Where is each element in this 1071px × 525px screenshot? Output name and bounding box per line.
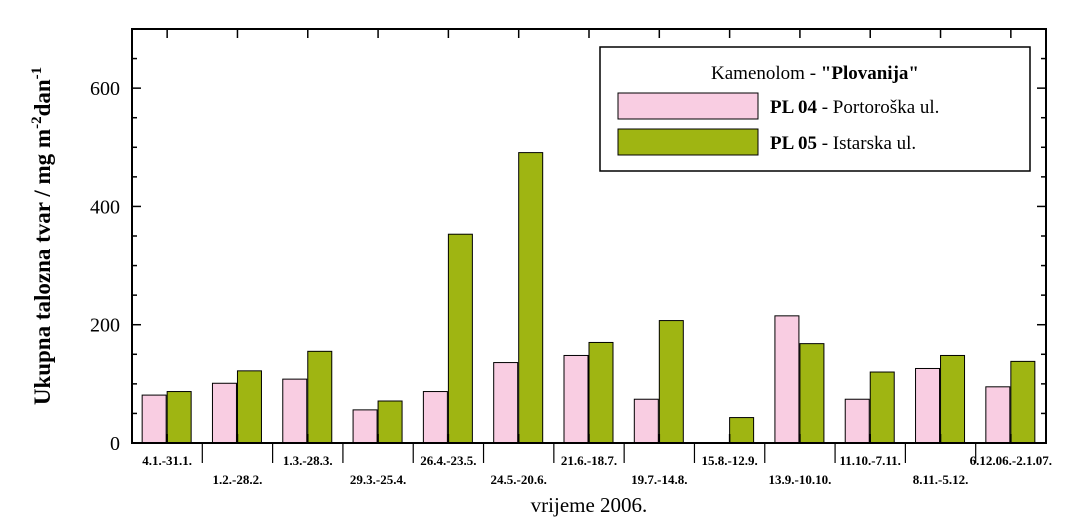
bar-pl-05-9 bbox=[799, 343, 825, 444]
x-category-label: 15.8.-12.9. bbox=[701, 453, 757, 468]
bar-pl-04-4 bbox=[422, 391, 448, 444]
bar-pl-04-5 bbox=[493, 362, 519, 444]
bar-pl-05-10 bbox=[869, 371, 895, 444]
bar-pl-05-2 bbox=[307, 350, 333, 444]
y-tick-label: 600 bbox=[90, 78, 120, 100]
legend-swatch-1 bbox=[617, 128, 759, 156]
bar-pl-04-11 bbox=[915, 367, 941, 444]
x-category-label: 11.10.-7.11. bbox=[840, 453, 901, 468]
bar-pl-04-1 bbox=[211, 382, 237, 444]
bar-pl-04-6 bbox=[563, 354, 589, 444]
x-category-label: 6.12.06.-2.1.07. bbox=[970, 453, 1052, 468]
x-category-label: 21.6.-18.7. bbox=[561, 453, 617, 468]
bar-pl-05-8 bbox=[729, 417, 755, 444]
legend-entry-1: PL 05 - Istarska ul. bbox=[770, 133, 916, 154]
bar-pl-05-1 bbox=[236, 370, 262, 444]
y-tick-label: 0 bbox=[110, 433, 120, 455]
x-category-label: 13.9.-10.10. bbox=[769, 472, 832, 487]
bar-pl-04-12 bbox=[985, 386, 1011, 444]
y-tick-label: 400 bbox=[90, 196, 120, 218]
x-category-label: 8.11.-5.12. bbox=[913, 472, 969, 487]
bar-pl-04-9 bbox=[774, 315, 800, 444]
bar-pl-05-7 bbox=[658, 320, 684, 444]
bar-pl-04-10 bbox=[844, 398, 870, 444]
bar-pl-05-5 bbox=[518, 152, 544, 444]
bar-pl-04-0 bbox=[141, 394, 167, 444]
legend-swatch-0 bbox=[617, 92, 759, 120]
x-category-label: 19.7.-14.8. bbox=[631, 472, 687, 487]
bar-pl-05-12 bbox=[1010, 360, 1036, 444]
x-category-label: 24.5.-20.6. bbox=[491, 472, 547, 487]
bar-pl-04-7 bbox=[633, 398, 659, 444]
bar-pl-05-0 bbox=[166, 391, 192, 444]
bar-pl-04-2 bbox=[282, 378, 308, 444]
x-category-label: 1.2.-28.2. bbox=[213, 472, 263, 487]
x-axis-title: vrijeme 2006. bbox=[531, 493, 648, 517]
legend-title: Kamenolom - "Plovanija" bbox=[711, 63, 919, 84]
bar-pl-05-11 bbox=[940, 354, 966, 444]
x-category-label: 26.4.-23.5. bbox=[420, 453, 476, 468]
legend-entry-0: PL 04 - Portoroška ul. bbox=[770, 97, 939, 118]
x-category-label: 4.1.-31.1. bbox=[142, 453, 192, 468]
x-category-label: 29.3.-25.4. bbox=[350, 472, 406, 487]
bar-pl-05-3 bbox=[377, 400, 403, 444]
bar-pl-05-4 bbox=[447, 233, 473, 444]
bar-pl-05-6 bbox=[588, 341, 614, 444]
y-tick-label: 200 bbox=[90, 315, 120, 337]
bar-pl-04-3 bbox=[352, 409, 378, 444]
y-axis-title: Ukupna talozna tvar / mg m-2dan-1 bbox=[29, 67, 55, 405]
x-category-label: 1.3.-28.3. bbox=[283, 453, 333, 468]
